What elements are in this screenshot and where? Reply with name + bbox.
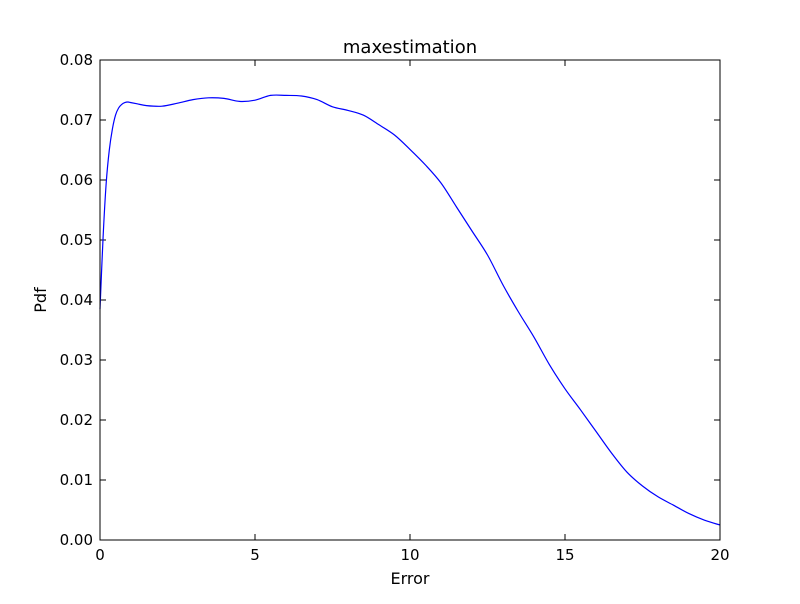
- x-tick-label: 10: [400, 546, 419, 564]
- y-tick-label: 0.00: [60, 531, 93, 549]
- series-line-0: [99, 94, 721, 526]
- x-tick-label: 5: [250, 546, 260, 564]
- y-tick-label: 0.05: [60, 231, 93, 249]
- y-tick-label: 0.01: [60, 471, 93, 489]
- y-axis-label: Pdf: [31, 287, 50, 313]
- chart-title: maxestimation: [343, 37, 477, 58]
- x-tick-label: 20: [710, 546, 729, 564]
- plot-frame: [99, 59, 721, 541]
- axis-ticks: 0 5 10 15 20 0.00 0.01 0.02 0.03 0.04 0.05 0.06 0.07…: [60, 51, 730, 564]
- y-tick-label: 0.08: [60, 51, 93, 69]
- y-tick-label: 0.07: [60, 111, 93, 129]
- y-tick-label: 0.04: [60, 291, 93, 309]
- series-layer: [99, 94, 721, 526]
- x-tick-label: 15: [555, 546, 574, 564]
- x-axis-label: Error: [391, 569, 430, 588]
- y-tick-label: 0.03: [60, 351, 93, 369]
- x-tick-label: 0: [95, 546, 105, 564]
- y-tick-label: 0.02: [60, 411, 93, 429]
- y-tick-label: 0.06: [60, 171, 93, 189]
